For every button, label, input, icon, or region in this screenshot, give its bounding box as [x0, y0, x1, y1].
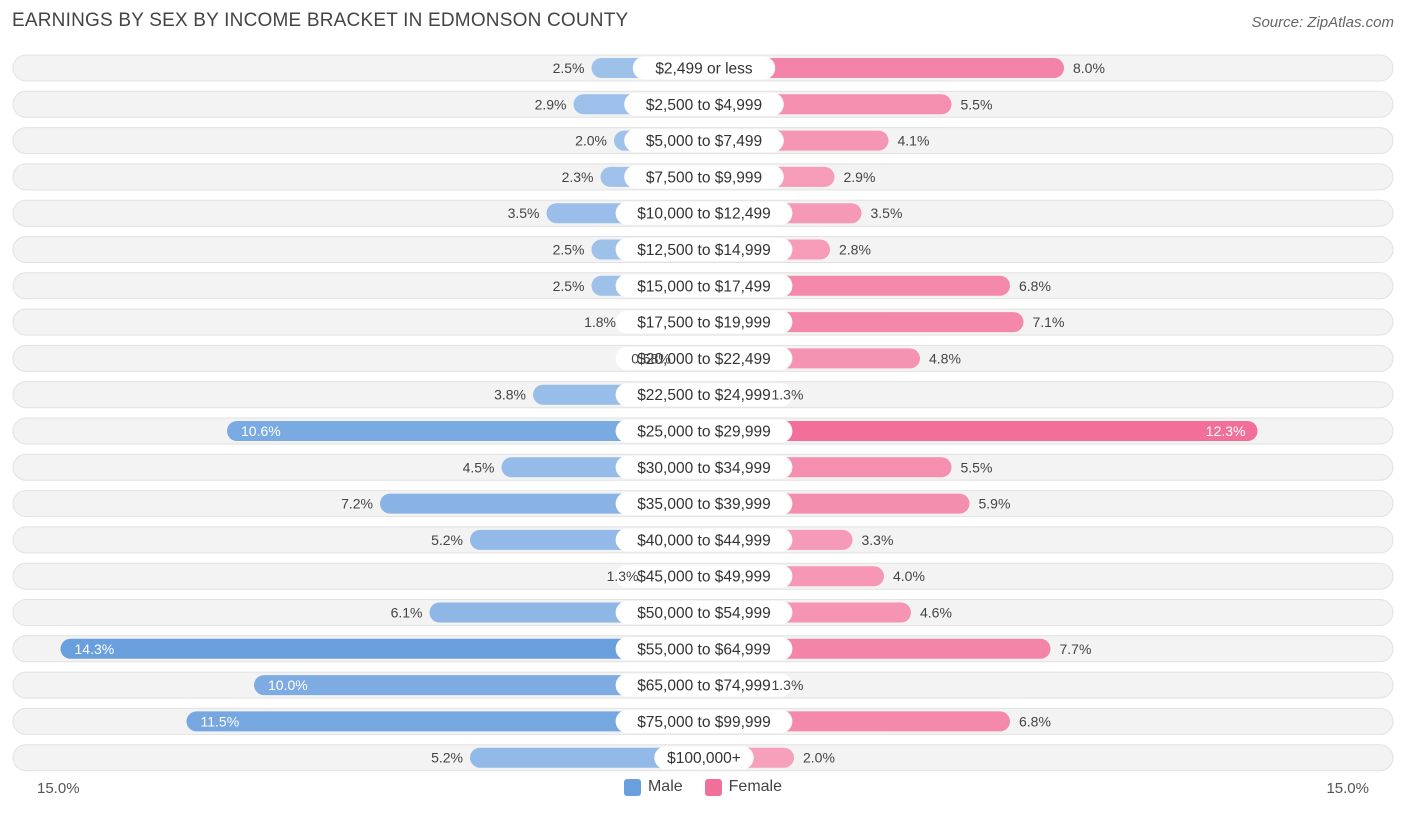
category-pill	[615, 673, 793, 697]
male-value-label: 5.2%	[431, 532, 463, 548]
female-value-label: 5.5%	[961, 96, 993, 112]
axis-right-label: 15.0%	[1326, 780, 1369, 797]
male-value-label: 10.6%	[241, 423, 281, 439]
category-pill	[624, 129, 784, 153]
male-value-label: 1.3%	[607, 568, 639, 584]
category-label: $55,000 to $64,999	[637, 641, 771, 658]
category-label: $10,000 to $12,499	[637, 206, 771, 223]
category-label: $35,000 to $39,999	[637, 496, 771, 513]
category-pill	[615, 274, 793, 298]
axis-left-label: 15.0%	[37, 780, 80, 797]
category-label: $5,000 to $7,499	[646, 133, 762, 150]
male-value-label: 2.5%	[553, 60, 585, 76]
female-value-label: 4.8%	[929, 350, 961, 366]
category-label: $17,500 to $19,999	[637, 315, 771, 332]
category-label: $15,000 to $17,499	[637, 278, 771, 295]
male-bar	[254, 675, 714, 696]
female-value-label: 6.8%	[1019, 278, 1051, 294]
male-value-label: 10.0%	[268, 677, 308, 693]
male-value-label: 2.9%	[535, 96, 567, 112]
male-value-label: 5.2%	[431, 750, 463, 766]
female-value-label: 2.8%	[839, 242, 871, 258]
female-value-label: 3.5%	[871, 205, 903, 221]
legend-swatch-male	[623, 778, 641, 796]
category-label: $22,500 to $24,999	[637, 387, 771, 404]
category-label: $45,000 to $49,999	[637, 569, 771, 586]
category-label: $50,000 to $54,999	[637, 605, 771, 622]
male-value-label: 2.5%	[553, 278, 585, 294]
category-label: $12,500 to $14,999	[637, 242, 771, 259]
female-value-label: 5.9%	[979, 496, 1011, 512]
category-pill	[615, 238, 793, 261]
category-pill	[615, 637, 793, 661]
category-pill	[632, 56, 776, 80]
category-pill	[615, 528, 793, 552]
source-label: Source: ZipAtlas.com	[1251, 14, 1394, 31]
category-label: $40,000 to $44,999	[637, 532, 771, 549]
male-value-label: 3.8%	[494, 387, 526, 403]
legend-label-male: Male	[647, 778, 683, 795]
female-value-label: 7.7%	[1060, 641, 1092, 657]
category-pill	[615, 310, 793, 334]
male-value-label: 14.3%	[75, 641, 115, 657]
male-value-label: 2.3%	[562, 169, 594, 185]
male-value-label: 2.0%	[575, 133, 607, 149]
category-pill	[615, 564, 793, 588]
male-value-label: 2.5%	[553, 242, 585, 258]
category-label: $65,000 to $74,999	[637, 678, 771, 695]
category-label: $20,000 to $22,499	[637, 351, 771, 368]
category-label: $100,000+	[667, 750, 741, 767]
female-bar	[694, 58, 1064, 78]
category-pill	[624, 92, 784, 116]
female-value-label: 1.3%	[772, 677, 804, 693]
category-pill	[654, 746, 754, 770]
male-bar	[227, 421, 714, 441]
category-pill	[615, 419, 793, 443]
female-value-label: 1.3%	[772, 387, 804, 403]
category-pill	[624, 165, 784, 189]
male-bar	[60, 638, 714, 659]
female-value-label: 2.0%	[803, 750, 835, 766]
chart-title: EARNINGS BY SEX BY INCOME BRACKET IN EDM…	[12, 10, 629, 31]
male-bar	[186, 711, 714, 732]
male-value-label: 11.5%	[201, 713, 240, 729]
female-value-label: 6.8%	[1019, 713, 1051, 729]
category-label: $25,000 to $29,999	[637, 424, 771, 441]
category-pill	[615, 346, 793, 370]
male-bar	[470, 747, 714, 768]
category-label: $30,000 to $34,999	[637, 460, 771, 477]
female-value-label: 8.0%	[1073, 60, 1105, 76]
female-value-label: 4.6%	[920, 605, 952, 621]
female-bar	[694, 421, 1258, 441]
legend-item-male[interactable]: Male	[623, 778, 683, 796]
category-pill	[615, 201, 793, 225]
category-pill	[615, 383, 793, 407]
legend-label-female: Female	[728, 778, 783, 795]
category-label: $2,499 or less	[655, 61, 753, 78]
female-value-label: 12.3%	[1206, 423, 1246, 439]
legend-item-female[interactable]: Female	[704, 778, 783, 796]
category-label: $75,000 to $99,999	[637, 714, 771, 731]
female-value-label: 2.9%	[844, 169, 876, 185]
male-value-label: 0.58%	[631, 350, 671, 366]
legend-swatch-female	[704, 778, 722, 796]
category-label: $7,500 to $9,999	[646, 169, 762, 186]
male-value-label: 4.5%	[463, 459, 495, 475]
male-value-label: 7.2%	[341, 496, 373, 512]
male-value-label: 3.5%	[508, 205, 540, 221]
category-label: $2,500 to $4,999	[646, 97, 762, 114]
category-pill	[615, 455, 793, 479]
female-value-label: 7.1%	[1033, 314, 1065, 330]
category-pill	[615, 601, 793, 624]
female-value-label: 3.3%	[862, 532, 894, 548]
male-value-label: 6.1%	[391, 605, 423, 621]
female-value-label: 4.1%	[898, 133, 930, 149]
legend: Male Female	[0, 778, 1406, 796]
male-value-label: 1.8%	[584, 314, 616, 330]
category-pill	[615, 492, 793, 516]
category-pill	[615, 709, 793, 733]
female-value-label: 4.0%	[893, 568, 925, 584]
female-value-label: 5.5%	[961, 459, 993, 475]
